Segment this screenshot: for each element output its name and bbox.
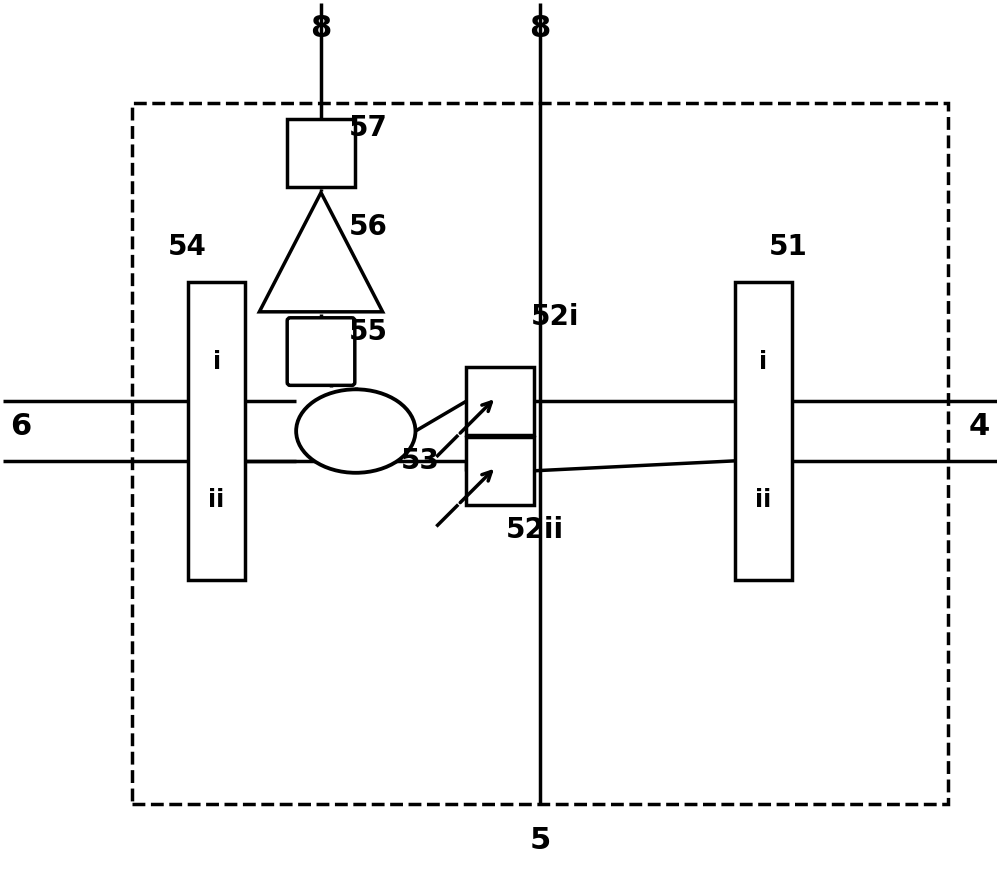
FancyBboxPatch shape — [287, 318, 355, 385]
Bar — [466, 367, 534, 435]
Text: 54: 54 — [167, 233, 206, 262]
Bar — [287, 119, 355, 187]
Text: 8: 8 — [310, 14, 332, 43]
Bar — [466, 437, 534, 505]
Ellipse shape — [296, 389, 415, 473]
Text: 56: 56 — [349, 213, 388, 241]
Text: 53: 53 — [401, 447, 440, 475]
Bar — [188, 282, 245, 580]
Text: 52ii: 52ii — [506, 516, 564, 544]
Text: 55: 55 — [349, 318, 388, 345]
Polygon shape — [259, 193, 383, 312]
Text: 51: 51 — [769, 233, 808, 262]
Text: 4: 4 — [969, 411, 990, 440]
Bar — [735, 282, 792, 580]
Text: 57: 57 — [349, 114, 388, 142]
Text: i: i — [759, 351, 768, 374]
Text: i: i — [213, 351, 221, 374]
Text: 8: 8 — [529, 14, 550, 43]
Text: 52i: 52i — [530, 303, 579, 330]
Text: ii: ii — [208, 487, 225, 512]
Text: ii: ii — [755, 487, 772, 512]
Text: 5: 5 — [529, 826, 550, 855]
Text: 6: 6 — [10, 411, 31, 440]
